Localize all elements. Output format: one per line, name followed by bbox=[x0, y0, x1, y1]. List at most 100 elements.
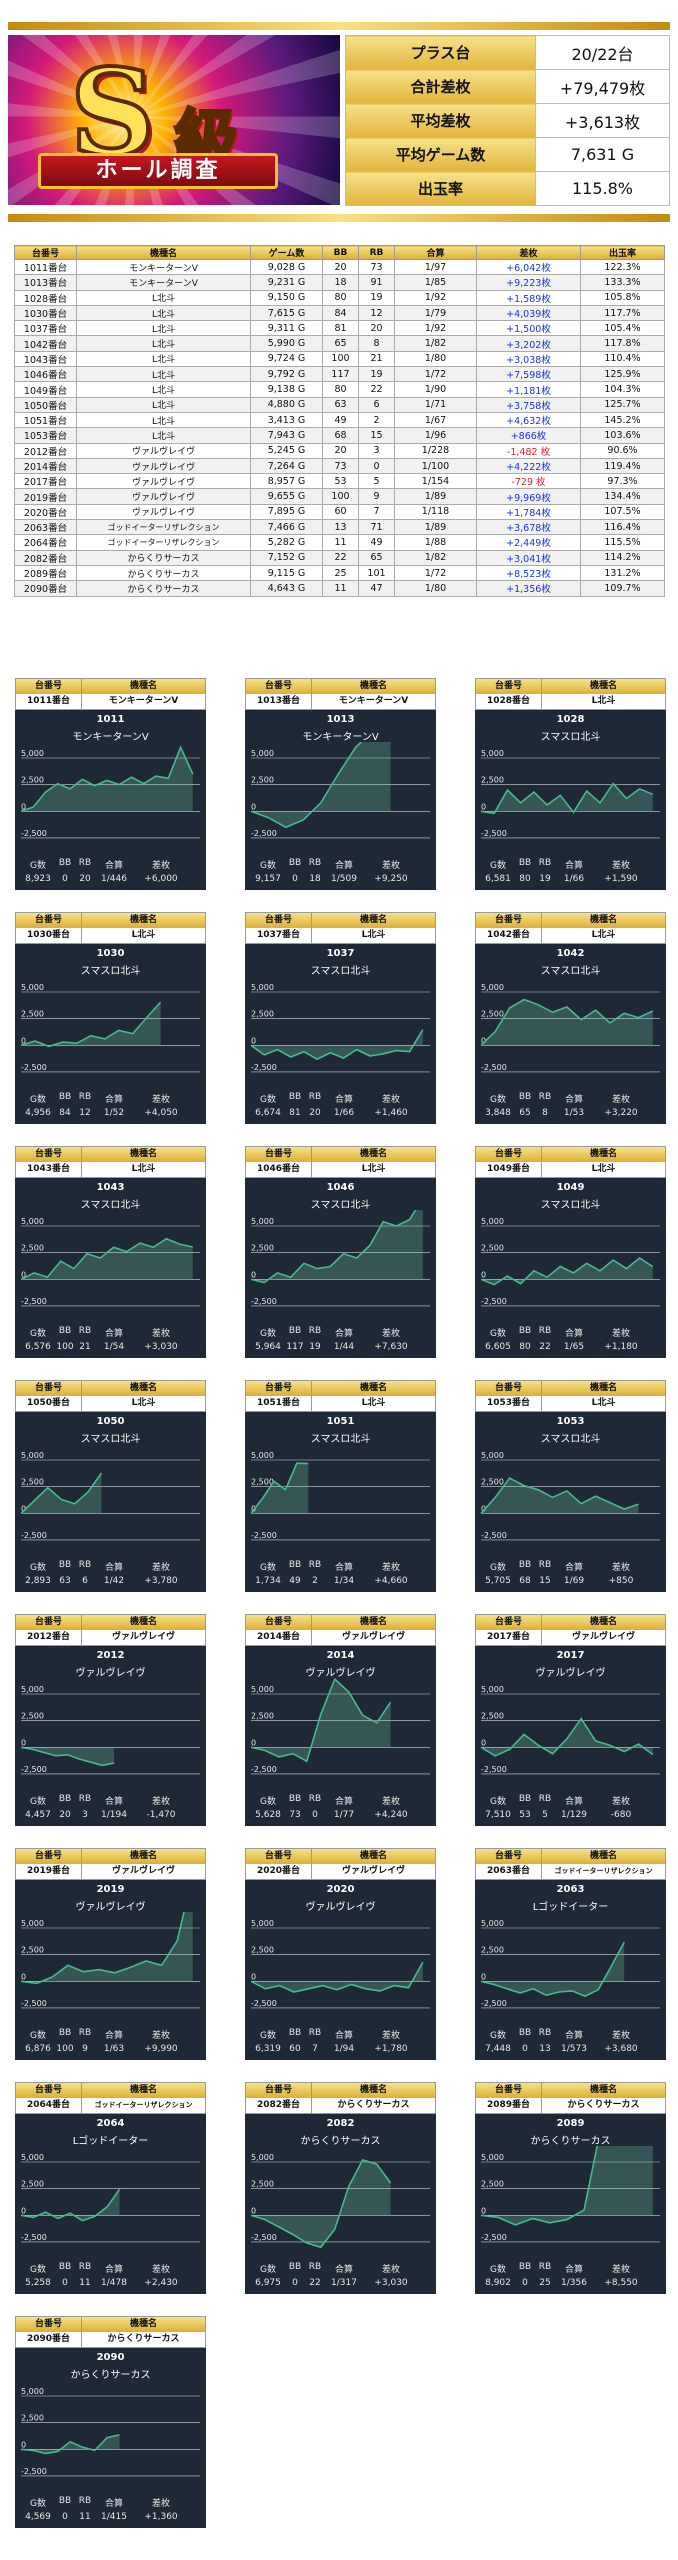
stat-games: 6,975 bbox=[255, 2278, 281, 2288]
graph-area bbox=[481, 2146, 653, 2225]
table-cell: ヴァルヴレイヴ bbox=[76, 488, 251, 505]
card-stats: G数 BB RB 合算 差枚 2,893 63 6 1/42 +3,780 bbox=[21, 1560, 201, 1586]
stat-header: RB bbox=[78, 2028, 92, 2038]
card-header-label-model: 機種名 bbox=[129, 2085, 157, 2095]
stat-bb: 73 bbox=[289, 1810, 301, 1820]
table-cell: -1,482 枚 bbox=[476, 442, 581, 459]
stat-rb: 3 bbox=[82, 1810, 88, 1820]
card-header-label-model: 機種名 bbox=[359, 2085, 387, 2095]
y-tick-label: 2,500 bbox=[21, 2414, 44, 2423]
card-header: 台番号 機種名 2012番台 ヴァルヴレイヴ bbox=[15, 1614, 206, 1646]
stat-header: RB bbox=[308, 858, 322, 868]
stat-header: 合算 bbox=[104, 1095, 123, 1105]
table-row: 1050番台 L北斗 4,880 G 63 6 1/71 +3,758枚 125.7% bbox=[14, 396, 665, 413]
table-cell: 5,990 G bbox=[250, 335, 323, 352]
stat-combined: 1/94 bbox=[333, 2044, 355, 2054]
stat-combined: 1/415 bbox=[101, 2512, 127, 2522]
card-header: 台番号 機種名 1046番台 L北斗 bbox=[245, 1146, 436, 1178]
table-cell: 19 bbox=[358, 289, 395, 306]
stat-difference: +4,050 bbox=[144, 1108, 178, 1118]
machine-card: 台番号 機種名 1043番台 L北斗 1043 スマスロ北斗 G数 BB RB 合算 差枚 6,576… bbox=[15, 1146, 206, 1358]
stat-combined: 1/65 bbox=[563, 1342, 585, 1352]
machine-card: 台番号 機種名 2014番台 ヴァルヴレイヴ 2014 ヴァルヴレイヴ G数 BB RB 合算 差枚… bbox=[245, 1614, 436, 1826]
y-tick-label: 5,000 bbox=[251, 1685, 274, 1694]
card-header: 台番号 機種名 2017番台 ヴァルヴレイヴ bbox=[475, 1614, 666, 1646]
stat-difference: +8,550 bbox=[604, 2278, 638, 2288]
stat-header: 差枚 bbox=[151, 1329, 170, 1339]
table-cell: L北斗 bbox=[76, 427, 251, 444]
stat-header: RB bbox=[308, 1560, 322, 1570]
table-cell: +4,632枚 bbox=[476, 411, 581, 429]
table-cell: 1/92 bbox=[394, 320, 477, 337]
stat-bb: 117 bbox=[286, 1342, 304, 1352]
stat-header: 差枚 bbox=[151, 1095, 170, 1105]
card-machine-model: L北斗 bbox=[361, 1164, 386, 1174]
card-machine-id: 2012番台 bbox=[16, 1630, 82, 1645]
table-cell: 81 bbox=[322, 320, 359, 337]
table-row: 1011番台 モンキーターンV 9,028 G 20 73 1/97 +6,042枚 122.… bbox=[14, 258, 665, 276]
stat-rb: 22 bbox=[539, 1342, 551, 1352]
stat-header: RB bbox=[78, 2496, 92, 2506]
table-cell: 1/90 bbox=[394, 381, 477, 398]
card-header-label-model: 機種名 bbox=[589, 915, 617, 925]
machine-card: 台番号 機種名 1050番台 L北斗 1050 スマスロ北斗 G数 BB RB 合算 差枚 2,893… bbox=[15, 1380, 206, 1592]
card-machine-name: スマスロ北斗 bbox=[310, 1200, 371, 1211]
y-tick-label: 0 bbox=[481, 1504, 486, 1513]
card-header: 台番号 機種名 2019番台 ヴァルヴレイヴ bbox=[15, 1848, 206, 1880]
stat-games: 7,448 bbox=[485, 2044, 511, 2054]
slump-graph: 5,000 2,500 0 -2,500 bbox=[250, 1210, 430, 1307]
table-cell: 9,028 G bbox=[250, 258, 323, 276]
summary-value: +3,613枚 bbox=[535, 103, 670, 138]
card-machine-number: 2020 bbox=[326, 1884, 355, 1895]
stat-bb: 60 bbox=[289, 2044, 301, 2054]
machine-card: 台番号 機種名 2063番台 ゴッドイーターリザレクション 2063 Lゴッドイーター G数… bbox=[475, 1848, 666, 2060]
stat-combined: 1/69 bbox=[563, 1576, 585, 1586]
table-cell: +9,223枚 bbox=[476, 274, 581, 291]
card-header: 台番号 機種名 2063番台 ゴッドイーターリザレクション bbox=[475, 1848, 666, 1880]
stat-header: G数 bbox=[490, 2031, 506, 2041]
card-header-label-id: 台番号 bbox=[246, 2083, 312, 2098]
table-cell: 9,724 G bbox=[250, 350, 323, 368]
table-cell: 119.4% bbox=[580, 457, 665, 475]
y-tick-label: 5,000 bbox=[481, 1685, 504, 1694]
table-cell: 80 bbox=[322, 381, 359, 398]
table-cell: 1/72 bbox=[394, 366, 477, 383]
table-cell: 9,311 G bbox=[250, 320, 323, 337]
table-cell: 101 bbox=[358, 564, 395, 582]
card-machine-id: 1042番台 bbox=[476, 928, 542, 943]
stat-header: RB bbox=[308, 2028, 322, 2038]
card-header-label-model: 機種名 bbox=[589, 1149, 617, 1159]
table-cell: 3,413 G bbox=[250, 411, 323, 429]
graph-area bbox=[251, 2159, 391, 2248]
table-cell: +4,222枚 bbox=[476, 457, 581, 475]
stat-header: BB bbox=[518, 1092, 532, 1102]
stat-games: 2,893 bbox=[25, 1576, 51, 1586]
card-machine-number: 2090 bbox=[96, 2352, 125, 2363]
stat-header: 差枚 bbox=[381, 2031, 400, 2041]
table-cell: 105.4% bbox=[580, 320, 665, 337]
stat-header: G数 bbox=[260, 2265, 276, 2275]
slump-graph: 5,000 2,500 0 -2,500 bbox=[480, 1685, 660, 1775]
graph-area bbox=[481, 999, 653, 1046]
stat-rb: 12 bbox=[79, 1108, 91, 1118]
card-machine-number: 1028 bbox=[556, 714, 585, 725]
stat-header: 差枚 bbox=[381, 861, 400, 871]
table-cell: 19 bbox=[358, 366, 395, 383]
table-cell: ゴッドイーターリザレクション bbox=[76, 534, 251, 551]
table-cell: 7 bbox=[358, 503, 395, 521]
y-tick-label: 5,000 bbox=[21, 1919, 44, 1928]
stat-combined: 1/129 bbox=[561, 1810, 587, 1820]
card-machine-number: 1046 bbox=[326, 1182, 355, 1193]
stat-header: G数 bbox=[260, 2031, 276, 2041]
slump-graph: 5,000 2,500 0 -2,500 bbox=[250, 2153, 430, 2249]
stat-combined: 1/54 bbox=[103, 1342, 125, 1352]
stat-games: 4,569 bbox=[25, 2512, 51, 2522]
card-header: 台番号 機種名 1049番台 L北斗 bbox=[475, 1146, 666, 1178]
y-tick-label: 0 bbox=[251, 1738, 256, 1747]
graph-area bbox=[251, 1463, 309, 1514]
y-tick-label: 5,000 bbox=[21, 2387, 44, 2396]
stat-header: G数 bbox=[260, 1095, 276, 1105]
card-machine-model: L北斗 bbox=[361, 1398, 386, 1408]
y-tick-label: 0 bbox=[21, 2440, 26, 2449]
machine-card: 台番号 機種名 1011番台 モンキーターンV 1011 モンキーターンV G数 BB RB 合算… bbox=[15, 678, 206, 890]
